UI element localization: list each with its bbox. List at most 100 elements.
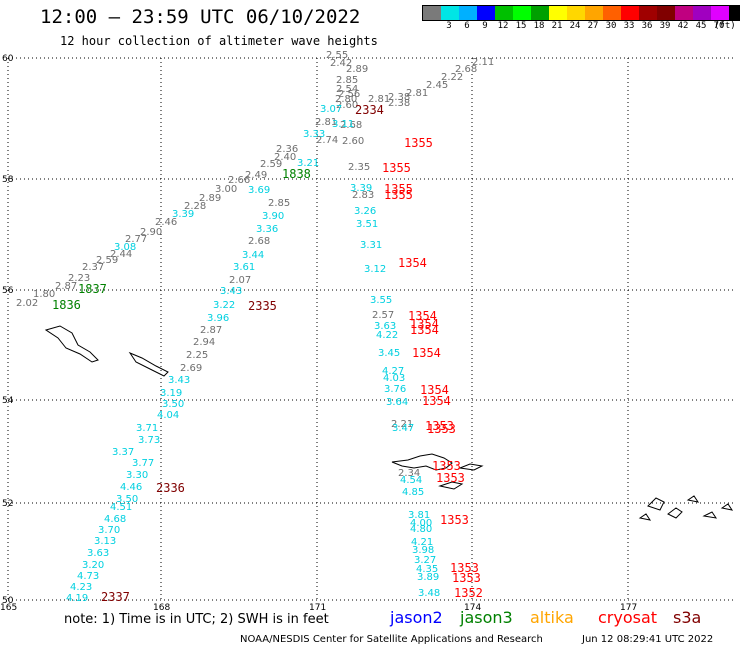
page-subtitle: 12 hour collection of altimeter wave hei… (60, 34, 378, 48)
graticule: 605856545250165168171174177 (0, 54, 735, 613)
obs-value-cyan: 3.90 (262, 211, 284, 222)
colorbar-swatch (549, 6, 567, 20)
colorbar-tick-label: 27 (587, 21, 599, 31)
lat-label: 58 (2, 175, 14, 185)
colorbar-tick-label: 39 (659, 21, 671, 31)
colorbar-swatch (621, 6, 639, 20)
obs-value-cyan: 4.80 (410, 524, 432, 535)
coastlines (44, 325, 734, 521)
pass-time-label: 1354 (410, 323, 439, 337)
colorbar-swatch (441, 6, 459, 20)
obs-value-gray: 2.11 (472, 57, 494, 68)
colorbar-swatch (657, 6, 675, 20)
obs-value-cyan: 4.85 (402, 487, 424, 498)
obs-value-gray: 2.38 (388, 92, 410, 103)
pass-time-label: 1354 (422, 394, 451, 408)
colorbar-tick-label: 21 (551, 21, 563, 31)
obs-value-cyan: 3.70 (98, 525, 120, 536)
colorbar-tick-label: 30 (605, 21, 617, 31)
obs-value-cyan: 3.77 (132, 458, 154, 469)
obs-value-cyan: 3.22 (213, 300, 235, 311)
colorbar-swatch (477, 6, 495, 20)
obs-value-gray: 2.25 (186, 350, 208, 361)
obs-value-cyan: 3.37 (112, 447, 134, 458)
obs-value-gray: 2.68 (248, 236, 270, 247)
obs-value-cyan: 3.55 (370, 295, 392, 306)
obs-value-gray: 2.68 (455, 64, 477, 75)
pass-time-label: 2335 (248, 299, 277, 313)
pass-time-label: 1355 (384, 182, 413, 196)
obs-value-gray: 2.59 (96, 255, 118, 266)
obs-value-gray: 2.37 (82, 262, 104, 273)
lon-label: 177 (620, 603, 637, 613)
colorbar-labels: 3 6 9 12 15 18 21 24 27 30 33 36 39 42 45 70 (422, 21, 728, 31)
obs-value-gray: 2.60 (342, 136, 364, 147)
pass-time-label: 1355 (384, 188, 413, 202)
colorbar-tick-label: 15 (515, 21, 527, 31)
pass-time-label: 1353 (427, 422, 456, 436)
pass-time-label: 1353 (436, 471, 465, 485)
obs-value-cyan: 3.39 (172, 209, 194, 220)
colorbar-tick-label: 45 (695, 21, 707, 31)
obs-value-gray: 2.81 (315, 117, 337, 128)
obs-value-gray: 2.34 (398, 468, 420, 479)
colorbar-tick-label: 24 (569, 21, 581, 31)
obs-value-cyan: 3.71 (136, 423, 158, 434)
obs-value-cyan: 4.46 (120, 482, 142, 493)
colorbar-swatch (459, 6, 477, 20)
obs-value-gray: 3.00 (215, 184, 237, 195)
pass-time-label: 1354 (412, 346, 441, 360)
obs-value-cyan: 3.30 (126, 470, 148, 481)
obs-value-cyan: 4.22 (376, 330, 398, 341)
obs-value-cyan: 4.00 (410, 518, 432, 529)
obs-value-gray: 2.87 (55, 281, 77, 292)
footer-note: note: 1) Time is in UTC; 2) SWH is in fe… (64, 612, 329, 627)
colorbar-swatch (423, 6, 441, 20)
pass-time-label: 2336 (156, 481, 185, 495)
pass-time-label: 1838 (282, 167, 311, 181)
obs-value-cyan: 4.04 (157, 410, 179, 421)
colorbar-tick-label: 42 (677, 21, 689, 31)
obs-value-cyan: 4.21 (411, 537, 433, 548)
pass-time-label: 2334 (355, 103, 384, 117)
obs-value-gray: 2.54 (336, 84, 358, 95)
obs-value-gray: 2.22 (441, 72, 463, 83)
colorbar-swatch (639, 6, 657, 20)
colorbar-swatch (513, 6, 531, 20)
pass-time-label: 1355 (382, 161, 411, 175)
colorbar-swatch (585, 6, 603, 20)
lon-label: 165 (0, 603, 17, 613)
colorbar-swatch (603, 6, 621, 20)
colorbar-swatch (675, 6, 693, 20)
obs-value-gray: 2.45 (426, 80, 448, 91)
obs-value-cyan: 3.36 (256, 224, 278, 235)
obs-value-cyan: 4.54 (400, 475, 422, 486)
obs-value-gray: 2.36 (276, 144, 298, 155)
obs-value-gray: 2.90 (140, 227, 162, 238)
colorbar-swatch (567, 6, 585, 20)
obs-value-gray: 2.74 (316, 135, 338, 146)
lat-label: 52 (2, 499, 13, 509)
coastline-island-mid (128, 351, 169, 377)
obs-value-gray: 2.77 (125, 234, 147, 245)
obs-value-cyan: 3.69 (248, 185, 270, 196)
obs-value-cyan: 3.44 (242, 250, 264, 261)
obs-value-gray: 2.46 (155, 217, 177, 228)
obs-value-gray: 2.28 (184, 201, 206, 212)
wave-height-colorbar (422, 5, 740, 21)
obs-value-cyan: 3.33 (303, 129, 325, 140)
pass-time-label: 1353 (425, 419, 454, 433)
colorbar-tick-label: 18 (533, 21, 545, 31)
obs-value-cyan: 3.50 (116, 494, 138, 505)
pass-time-label: 1354 (420, 383, 449, 397)
pass-time-label: 1354 (398, 256, 427, 270)
pass-time-label: 1353 (432, 459, 461, 473)
obs-value-gray: 2.68 (340, 120, 362, 131)
pass-time-label: 1353 (450, 561, 479, 575)
obs-value-cyan: 3.96 (207, 313, 229, 324)
obs-value-cyan: 3.98 (412, 545, 434, 556)
obs-value-gray: 2.89 (346, 64, 368, 75)
obs-value-gray: 1.80 (33, 289, 55, 300)
